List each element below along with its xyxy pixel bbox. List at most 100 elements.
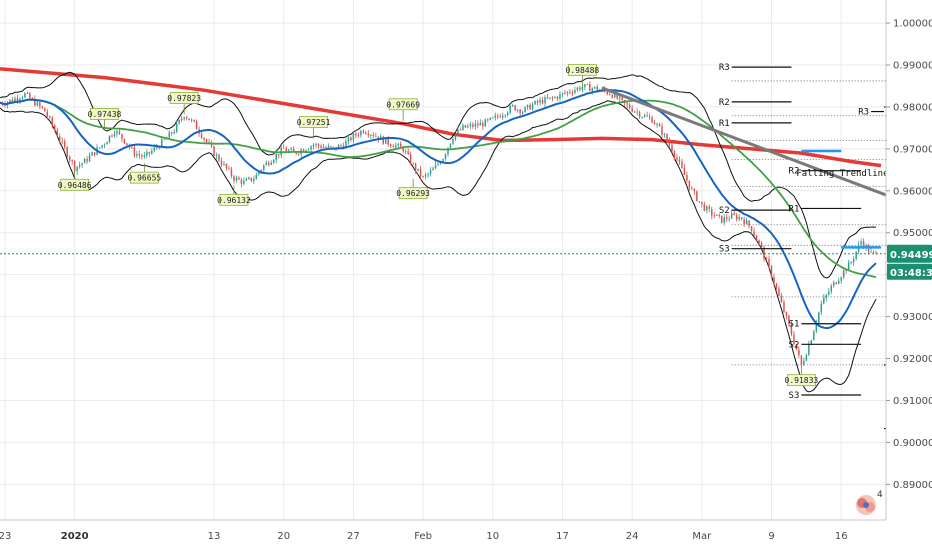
candle-body (163, 139, 166, 141)
candle-body (556, 97, 559, 99)
candle-body (297, 153, 300, 155)
candle-body (71, 160, 73, 162)
time-axis[interactable]: 23 2020 13 20 27 Feb 10 17 24 Mar 9 16 (0, 531, 848, 542)
pivot-label: S3 (789, 391, 800, 401)
candle-body (793, 334, 795, 344)
candle-body (785, 312, 788, 316)
candle-body (78, 164, 81, 167)
candle-body (245, 178, 248, 181)
time-axis-bg (0, 520, 886, 550)
candle-body (735, 214, 738, 220)
candle-body (173, 131, 175, 134)
callout-label: 0.98488 (566, 66, 600, 75)
candle-body (850, 262, 852, 264)
candle-body (285, 148, 287, 152)
candle-body (273, 160, 275, 163)
candle-body (661, 126, 663, 135)
candle-body (419, 168, 422, 177)
candle-body (327, 145, 330, 148)
candle-body (795, 343, 798, 350)
candle-body (370, 134, 372, 136)
candle-body (800, 355, 803, 366)
candle-body (58, 136, 61, 141)
candle-body (292, 149, 295, 152)
candle-body (422, 176, 424, 178)
candle-body (760, 243, 763, 248)
candle-body (681, 161, 683, 168)
candle-body (225, 163, 228, 169)
candle-body (118, 131, 121, 134)
candle-body (780, 295, 783, 303)
pivot-label: S2 (719, 206, 730, 216)
candle-body (93, 152, 96, 155)
candle-body (46, 111, 49, 117)
candle-body (49, 116, 51, 118)
x-tick-label: 9 (768, 531, 774, 542)
pivot-label: S2 (789, 340, 800, 350)
candle-body (730, 213, 733, 219)
candle-body (347, 137, 350, 142)
candle-body (686, 175, 688, 181)
candle-body (357, 135, 360, 137)
candle-body (825, 294, 828, 298)
candle-body (745, 220, 748, 224)
candle-body (68, 156, 71, 161)
callout-box (219, 193, 249, 206)
candle-body (691, 188, 693, 190)
band-upper (0, 71, 877, 279)
price-badges: 0.94499 03:48:39 (887, 244, 932, 280)
candle-body (596, 86, 599, 91)
candle-body (223, 163, 225, 165)
callout-label: 0.97669 (386, 100, 420, 109)
candle-body (133, 147, 136, 156)
callout-box (299, 115, 328, 128)
candle-body (429, 170, 432, 174)
candle-body (551, 97, 554, 99)
x-tick-label: Mar (692, 531, 712, 542)
candle-body (758, 240, 760, 244)
candle-body (449, 143, 452, 148)
candle-body (29, 93, 31, 99)
candle-body (526, 104, 529, 108)
candle-body (345, 141, 347, 148)
candle-body (444, 154, 447, 159)
candle-body (355, 133, 357, 136)
candle-body (519, 109, 521, 114)
candle-body (310, 146, 312, 150)
candle-body (748, 220, 750, 227)
candle-body (516, 109, 519, 111)
candle-body (399, 143, 402, 147)
candle-body (840, 277, 842, 281)
candle-body (487, 119, 489, 121)
callout-box (388, 98, 418, 111)
candle-body (377, 136, 380, 140)
candle-body (61, 140, 63, 142)
candle-body (668, 140, 671, 146)
callout-label: 0.96655 (127, 174, 161, 183)
callout-box (786, 374, 816, 387)
callout-box (129, 171, 159, 184)
candle-body (616, 93, 618, 99)
candle-body (805, 354, 808, 361)
bollinger-bands (0, 71, 877, 393)
candle-body (83, 158, 86, 164)
candle-body (193, 119, 195, 122)
candle-body (867, 245, 870, 253)
candle-body (409, 154, 412, 164)
candle-body (621, 97, 623, 100)
candle-body (656, 124, 658, 126)
candle-body (497, 115, 499, 117)
candle-body (775, 283, 778, 289)
candle-body (586, 84, 589, 86)
callout-box (90, 108, 119, 120)
candle-body (753, 231, 755, 236)
pivot-label: R2 (719, 98, 730, 108)
candle-body (609, 94, 611, 95)
pivot-label: R1 (719, 119, 730, 129)
candle-body (521, 112, 524, 114)
candle-body (653, 122, 656, 125)
candle-body (116, 131, 118, 134)
candle-body (434, 164, 437, 169)
logo-badge: 4 (877, 490, 883, 500)
